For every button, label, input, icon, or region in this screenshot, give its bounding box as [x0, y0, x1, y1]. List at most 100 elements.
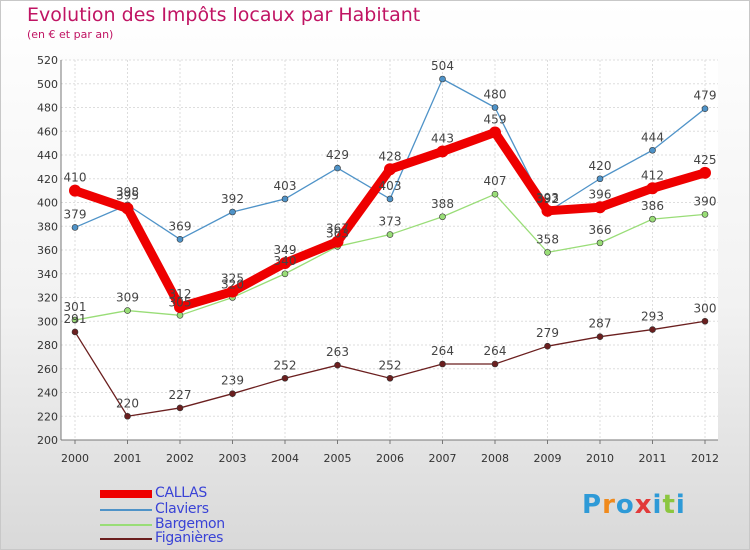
data-label-bargemon: 340	[274, 254, 297, 268]
data-label-callas: 349	[274, 243, 297, 257]
logo-letter: x	[634, 490, 653, 520]
data-label-bargemon: 366	[589, 223, 612, 237]
data-label-bargemon: 407	[484, 174, 507, 188]
data-label-bargemon: 373	[379, 215, 402, 229]
legend-label-claviers: Claviers	[155, 501, 209, 517]
data-point-callas	[541, 204, 554, 217]
data-label-callas: 325	[221, 272, 244, 286]
y-tick-label: 380	[37, 220, 58, 233]
data-label-figanieres: 293	[641, 310, 664, 324]
y-tick-label: 200	[37, 434, 58, 447]
legend-label-callas: CALLAS	[155, 485, 207, 501]
data-point-claviers	[649, 146, 656, 154]
y-tick-label: 340	[37, 268, 58, 281]
y-tick-label: 240	[37, 387, 58, 400]
data-point-claviers	[71, 224, 79, 231]
x-tick-label: 2012	[691, 452, 719, 465]
data-label-callas: 425	[694, 153, 717, 167]
y-tick-label: 300	[37, 315, 58, 328]
legend-swatch-callas	[100, 490, 152, 498]
data-point-figanieres	[649, 326, 656, 333]
data-point-figanieres	[334, 361, 341, 369]
y-tick-label: 500	[37, 78, 58, 91]
logo-letter: i	[675, 490, 686, 520]
data-point-figanieres	[71, 328, 79, 336]
x-tick-label: 2000	[61, 452, 89, 465]
x-tick-label: 2009	[534, 452, 562, 465]
data-point-claviers	[491, 104, 499, 111]
data-point-bargemon	[71, 316, 79, 324]
data-label-callas: 312	[169, 287, 192, 301]
data-point-figanieres	[439, 360, 446, 368]
data-label-callas: 393	[536, 191, 559, 205]
data-label-callas: 396	[589, 187, 612, 201]
data-label-callas: 367	[326, 222, 349, 236]
data-point-claviers	[596, 175, 604, 183]
x-tick-label: 2004	[271, 452, 299, 465]
data-point-figanieres	[281, 374, 289, 382]
y-tick-label: 360	[37, 244, 58, 257]
data-label-figanieres: 263	[326, 345, 349, 359]
data-label-figanieres: 220	[116, 396, 139, 410]
data-point-claviers	[229, 208, 236, 216]
x-tick-label: 2011	[639, 452, 667, 465]
data-label-bargemon: 388	[431, 197, 454, 211]
data-point-callas	[121, 202, 134, 215]
logo-letter: o	[615, 490, 635, 520]
data-label-claviers: 479	[694, 89, 717, 103]
data-point-figanieres	[596, 333, 604, 340]
data-label-callas: 412	[641, 168, 664, 182]
x-tick-label: 2008	[481, 452, 509, 465]
logo-letter: P	[582, 490, 603, 520]
x-tick-label: 2003	[219, 452, 247, 465]
data-point-callas	[489, 126, 501, 139]
data-point-bargemon	[544, 249, 551, 256]
data-label-claviers: 504	[431, 59, 454, 73]
data-point-bargemon	[439, 213, 446, 221]
legend-swatch-figanieres	[100, 538, 152, 540]
data-label-claviers: 403	[379, 179, 402, 193]
data-label-claviers: 392	[536, 192, 559, 206]
data-point-bargemon	[596, 239, 604, 247]
data-label-figanieres: 300	[694, 301, 717, 315]
data-point-callas	[594, 201, 606, 214]
y-tick-label: 440	[37, 149, 58, 162]
y-tick-label: 520	[37, 54, 58, 67]
legend-swatch-bargemon	[100, 524, 152, 526]
x-tick-label: 2010	[586, 452, 614, 465]
data-label-figanieres: 227	[169, 388, 192, 402]
data-point-figanieres	[229, 390, 236, 397]
data-label-bargemon: 309	[116, 291, 139, 305]
data-label-figanieres: 264	[484, 344, 507, 358]
data-point-figanieres	[386, 374, 394, 382]
y-tick-label: 280	[37, 339, 58, 352]
data-label-callas: 410	[64, 171, 87, 185]
data-point-callas	[436, 145, 449, 158]
data-point-figanieres	[124, 412, 131, 420]
data-point-figanieres	[701, 317, 709, 325]
data-label-claviers: 420	[589, 159, 612, 173]
legend-label-bargemon: Bargemon	[155, 516, 225, 532]
y-tick-label: 260	[37, 363, 58, 376]
data-label-claviers: 444	[641, 130, 664, 144]
data-point-claviers	[176, 236, 184, 243]
data-label-figanieres: 279	[536, 326, 559, 340]
data-label-bargemon: 386	[641, 199, 664, 213]
data-point-bargemon	[124, 307, 131, 314]
data-point-callas	[69, 184, 81, 197]
y-tick-label: 480	[37, 102, 58, 115]
data-point-bargemon	[701, 211, 709, 218]
x-tick-label: 2005	[324, 452, 352, 465]
data-label-figanieres: 291	[64, 312, 87, 326]
y-tick-label: 460	[37, 125, 58, 138]
data-point-callas	[384, 163, 396, 176]
data-label-claviers: 392	[221, 192, 244, 206]
y-tick-label: 320	[37, 292, 58, 305]
chart-title: Evolution des Impôts locaux par Habitant	[27, 4, 421, 26]
data-point-callas	[174, 301, 186, 313]
data-point-bargemon	[281, 270, 289, 278]
data-point-figanieres	[544, 342, 551, 350]
data-point-claviers	[701, 105, 709, 112]
legend-swatch-claviers	[100, 509, 152, 511]
logo-letter: i	[652, 490, 663, 520]
